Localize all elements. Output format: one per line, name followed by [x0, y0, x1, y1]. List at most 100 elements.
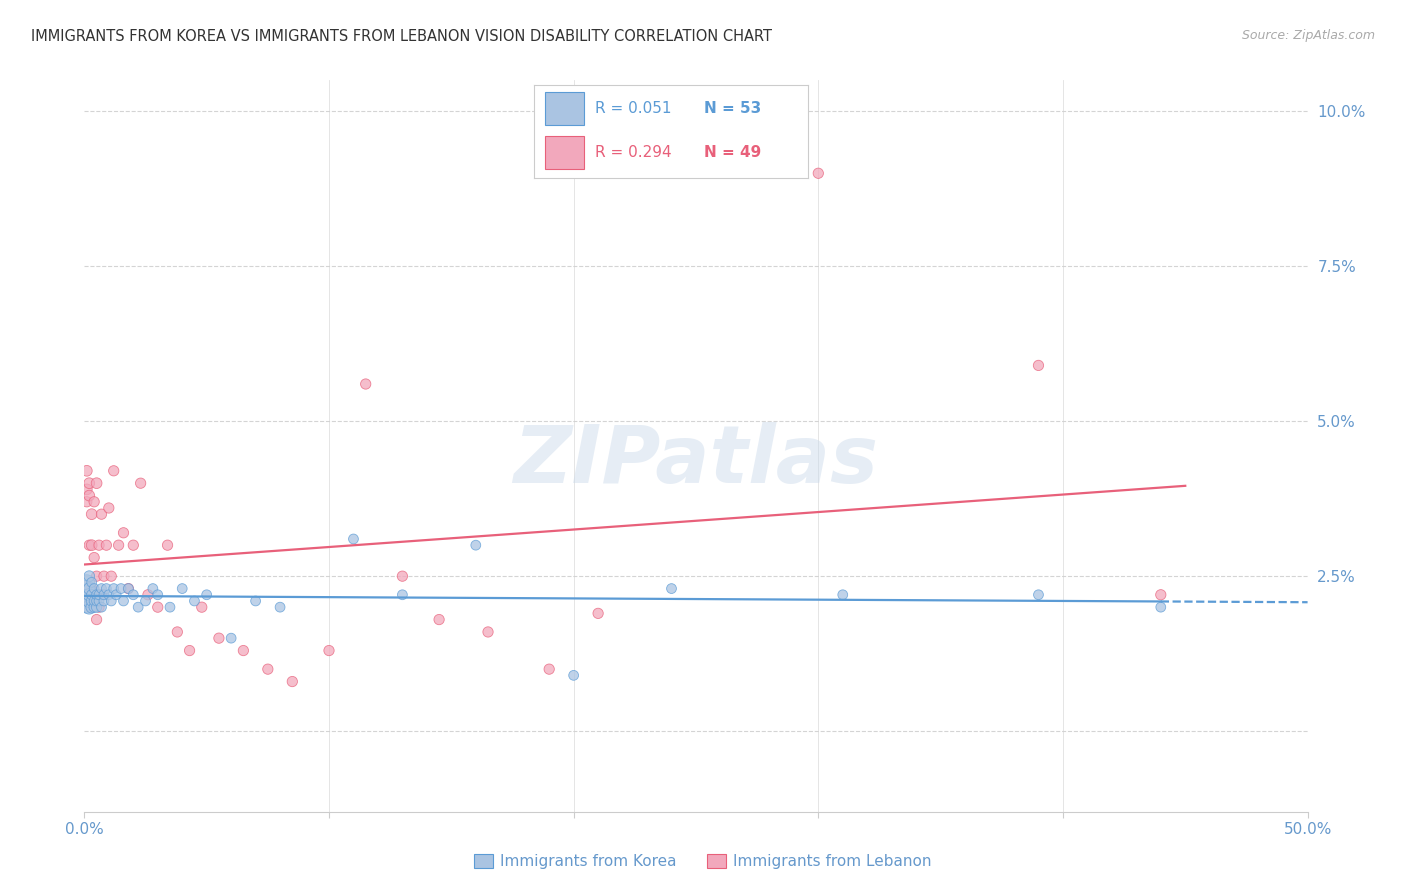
Text: R = 0.051: R = 0.051 — [595, 101, 671, 116]
Point — [112, 594, 135, 608]
Point — [87, 588, 110, 602]
Point — [135, 594, 157, 608]
Point — [77, 594, 100, 608]
Point — [103, 582, 125, 596]
Point — [90, 588, 112, 602]
Point — [142, 582, 165, 596]
Point — [538, 662, 561, 676]
Point — [257, 662, 280, 676]
Point — [1028, 359, 1050, 373]
Bar — [546, 136, 583, 169]
Point — [269, 600, 291, 615]
Point — [586, 607, 609, 621]
Text: IMMIGRANTS FROM KOREA VS IMMIGRANTS FROM LEBANON VISION DISABILITY CORRELATION C: IMMIGRANTS FROM KOREA VS IMMIGRANTS FROM… — [31, 29, 772, 44]
Point — [1028, 588, 1050, 602]
Point — [1150, 600, 1173, 615]
Point — [219, 631, 242, 645]
Point — [562, 668, 585, 682]
Point — [80, 507, 103, 521]
Point — [159, 600, 181, 615]
Point — [191, 600, 214, 615]
Point — [76, 588, 98, 602]
Point — [156, 538, 179, 552]
Point — [90, 582, 112, 596]
Point — [146, 588, 169, 602]
Point — [90, 600, 112, 615]
Point — [86, 613, 108, 627]
Point — [87, 594, 110, 608]
Point — [661, 582, 683, 596]
Point — [107, 538, 129, 552]
Point — [76, 582, 98, 596]
Text: ZIPatlas: ZIPatlas — [513, 422, 879, 500]
Point — [100, 594, 122, 608]
Point — [342, 532, 364, 546]
Point — [391, 588, 413, 602]
Point — [245, 594, 267, 608]
Point — [86, 600, 108, 615]
Point — [93, 594, 115, 608]
Point — [86, 588, 108, 602]
Point — [281, 674, 304, 689]
Point — [96, 538, 118, 552]
Point — [83, 588, 105, 602]
Point — [208, 631, 231, 645]
Point — [77, 582, 100, 596]
Point — [93, 588, 115, 602]
Point — [427, 613, 450, 627]
Point — [83, 550, 105, 565]
Point — [80, 594, 103, 608]
Point — [391, 569, 413, 583]
Text: Source: ZipAtlas.com: Source: ZipAtlas.com — [1241, 29, 1375, 42]
Point — [80, 600, 103, 615]
Point — [96, 582, 118, 596]
Point — [172, 582, 194, 596]
Point — [86, 594, 108, 608]
Point — [76, 495, 98, 509]
Point — [93, 569, 115, 583]
Point — [77, 476, 100, 491]
Point — [103, 464, 125, 478]
Point — [83, 594, 105, 608]
Point — [83, 495, 105, 509]
Point — [86, 476, 108, 491]
Point — [77, 588, 100, 602]
Point — [354, 377, 377, 392]
Point — [80, 588, 103, 602]
Point — [464, 538, 486, 552]
Point — [807, 166, 830, 180]
Point — [105, 588, 128, 602]
Point — [90, 507, 112, 521]
Legend: Immigrants from Korea, Immigrants from Lebanon: Immigrants from Korea, Immigrants from L… — [468, 848, 938, 875]
Point — [318, 643, 340, 657]
Point — [122, 538, 145, 552]
Point — [1150, 588, 1173, 602]
Point — [77, 600, 100, 615]
Point — [80, 575, 103, 590]
Point — [80, 538, 103, 552]
Point — [77, 489, 100, 503]
Point — [122, 588, 145, 602]
Point — [97, 500, 120, 515]
Bar — [546, 92, 583, 125]
Point — [129, 476, 152, 491]
Point — [87, 600, 110, 615]
Point — [76, 594, 98, 608]
Point — [86, 569, 108, 583]
Point — [183, 594, 205, 608]
Point — [195, 588, 218, 602]
Point — [179, 643, 201, 657]
Point — [76, 483, 98, 497]
Point — [76, 464, 98, 478]
Point — [146, 600, 169, 615]
Point — [100, 569, 122, 583]
Point — [83, 600, 105, 615]
Point — [80, 582, 103, 596]
Point — [83, 582, 105, 596]
Point — [77, 538, 100, 552]
Point — [87, 538, 110, 552]
Point — [831, 588, 853, 602]
Point — [76, 575, 98, 590]
Text: R = 0.294: R = 0.294 — [595, 145, 671, 161]
Point — [166, 624, 188, 639]
